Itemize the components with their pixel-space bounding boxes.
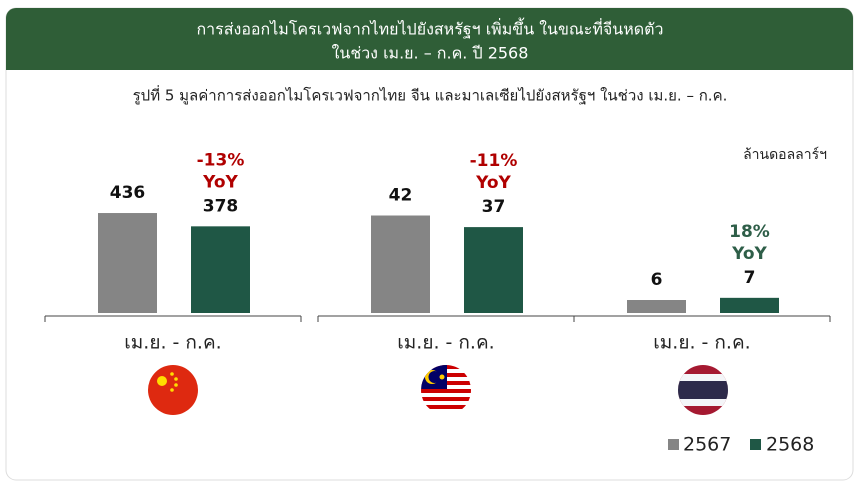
legend-swatch bbox=[668, 439, 679, 450]
header-title: การส่งออกไมโครเวฟจากไทยไปยังสหรัฐฯ เพิ่ม… bbox=[196, 18, 663, 39]
flag-thailand bbox=[678, 365, 728, 415]
yoy-label: -11% bbox=[470, 151, 518, 171]
figure-caption: รูปที่ 5 มูลค่าการส่งออกไมโครเวฟจากไทย จ… bbox=[133, 85, 728, 105]
bar bbox=[191, 226, 250, 313]
bar bbox=[98, 213, 157, 313]
value-label: 37 bbox=[482, 197, 506, 217]
yoy-text: YoY bbox=[731, 244, 767, 264]
bar bbox=[464, 227, 523, 313]
yoy-label: 18% bbox=[729, 222, 770, 242]
flag-china bbox=[148, 365, 198, 415]
bar bbox=[720, 297, 779, 313]
yoy-label: -13% bbox=[197, 150, 245, 170]
header-band bbox=[6, 8, 853, 70]
bar bbox=[371, 215, 430, 313]
legend-swatch bbox=[750, 439, 761, 450]
unit-label: ล้านดอลลาร์ฯ bbox=[743, 146, 827, 163]
value-label: 6 bbox=[651, 270, 663, 290]
header-subtitle: ในช่วง เม.ย. – ก.ค. ปี 2568 bbox=[332, 44, 529, 63]
x-tick-label: เม.ย. - ก.ค. bbox=[653, 332, 750, 354]
x-tick-label: เม.ย. - ก.ค. bbox=[124, 332, 221, 354]
legend-label: 2567 bbox=[683, 434, 731, 456]
yoy-text: YoY bbox=[202, 172, 238, 192]
value-label: 436 bbox=[110, 183, 146, 203]
flag-malaysia bbox=[421, 365, 471, 415]
bar bbox=[627, 300, 686, 313]
value-label: 378 bbox=[203, 196, 239, 216]
yoy-text: YoY bbox=[475, 173, 511, 193]
legend-label: 2568 bbox=[766, 434, 814, 456]
value-label: 42 bbox=[389, 186, 413, 206]
x-tick-label: เม.ย. - ก.ค. bbox=[397, 332, 494, 354]
value-label: 7 bbox=[744, 268, 756, 288]
